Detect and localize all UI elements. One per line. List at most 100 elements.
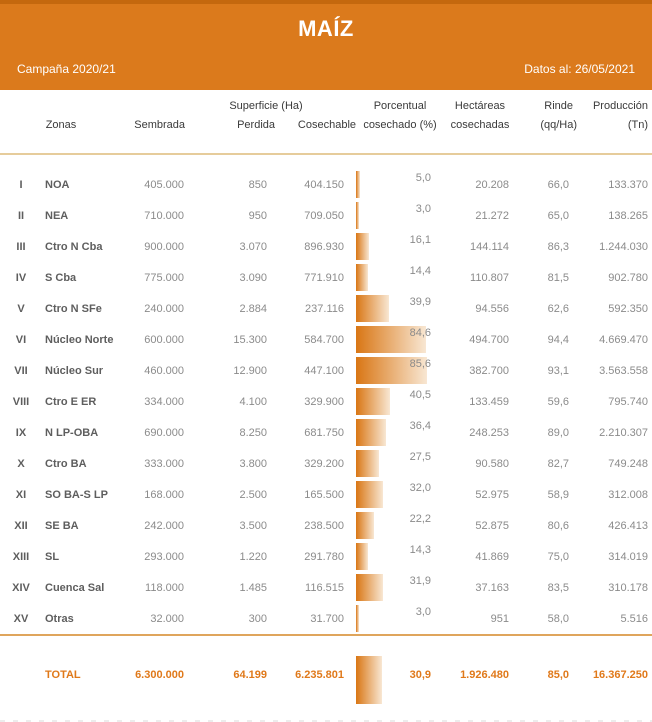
zone-numeral: X — [17, 457, 25, 470]
zone-numeral: VIII — [12, 395, 30, 408]
cosechable-value: 681.750 — [304, 426, 344, 439]
table-row: IX N LP-OBA 690.000 8.250 681.750 36,4 2… — [0, 417, 652, 448]
cosechable-value: 291.780 — [304, 550, 344, 563]
perdida-value: 2.500 — [239, 488, 267, 501]
produccion-value: 426.413 — [608, 519, 648, 532]
rinde-value: 59,6 — [547, 395, 569, 408]
percent-cell: 22,2 — [348, 510, 435, 541]
zone-name: Ctro E ER — [45, 395, 97, 408]
col-header-produccion-line1: Producción — [592, 100, 648, 112]
sembrada-value: 775.000 — [144, 271, 184, 284]
produccion-value: 795.740 — [608, 395, 648, 408]
percent-value: 22,2 — [409, 513, 431, 525]
sembrada-value: 293.000 — [144, 550, 184, 563]
table-rows: I NOA 405.000 850 404.150 5,0 20.208 66,… — [0, 155, 652, 634]
zone-name: Núcleo Sur — [45, 364, 104, 377]
perdida-value: 950 — [248, 209, 267, 222]
percent-bar — [356, 605, 359, 632]
hectareas-cosechadas-value: 90.580 — [475, 457, 509, 470]
rinde-value: 81,5 — [547, 271, 569, 284]
produccion-value: 592.350 — [608, 302, 648, 315]
table-header: Superficie (Ha) Porcentual Hectáreas Rin… — [0, 90, 652, 153]
total-sembrada-value: 6.300.000 — [135, 668, 184, 681]
col-header-porcentual-line1: Porcentual — [373, 100, 427, 112]
produccion-value: 312.008 — [608, 488, 648, 501]
total-hectareas-value: 1.926.480 — [460, 668, 509, 681]
hectareas-cosechadas-value: 110.807 — [470, 271, 509, 284]
zone-name: Ctro N Cba — [45, 240, 103, 253]
rinde-value: 66,0 — [547, 178, 569, 191]
sembrada-value: 242.000 — [144, 519, 184, 532]
table-row: XV Otras 32.000 300 31.700 3,0 951 58,0 … — [0, 603, 652, 634]
sembrada-value: 600.000 — [144, 333, 184, 346]
total-rinde-value: 85,0 — [547, 668, 569, 681]
percent-bar — [356, 388, 390, 415]
produccion-value: 3.563.558 — [599, 364, 648, 377]
cosechable-value: 237.116 — [305, 302, 344, 315]
col-header-porcentual-line2: cosechado (%) — [363, 119, 437, 131]
cosechable-value: 709.050 — [304, 209, 344, 222]
sembrada-value: 240.000 — [144, 302, 184, 315]
table-row: VIII Ctro E ER 334.000 4.100 329.900 40,… — [0, 386, 652, 417]
rinde-value: 89,0 — [547, 426, 569, 439]
percent-bar — [356, 326, 427, 353]
zone-name: NEA — [45, 209, 69, 222]
percent-value: 14,4 — [409, 265, 431, 277]
total-row: TOTAL 6.300.000 64.199 6.235.801 30,9 1.… — [0, 636, 652, 713]
total-cosechable-value: 6.235.801 — [295, 668, 344, 681]
total-perdida-value: 64.199 — [233, 668, 267, 681]
zone-numeral: XV — [13, 612, 29, 625]
sembrada-value: 710.000 — [144, 209, 184, 222]
percent-value: 3,0 — [415, 606, 431, 618]
perdida-value: 3.090 — [239, 271, 267, 284]
hectareas-cosechadas-value: 20.208 — [475, 178, 509, 191]
percent-bar — [356, 357, 427, 384]
perdida-value: 2.884 — [239, 302, 267, 315]
rinde-value: 93,1 — [547, 364, 569, 377]
zone-numeral: IV — [15, 271, 27, 284]
banner-subheader: Campaña 2020/21 Datos al: 26/05/2021 — [0, 62, 652, 76]
col-header-zonas: Zonas — [45, 119, 77, 131]
zone-numeral: XIII — [12, 550, 30, 563]
report-banner: MAÍZ Campaña 2020/21 Datos al: 26/05/202… — [0, 0, 652, 90]
sembrada-value: 690.000 — [144, 426, 184, 439]
percent-bar — [356, 295, 390, 322]
percent-cell: 36,4 — [348, 417, 435, 448]
zone-name: S Cba — [45, 271, 77, 284]
total-percent-value: 30,9 — [409, 668, 431, 681]
zone-numeral: VII — [14, 364, 28, 377]
hectareas-cosechadas-value: 248.253 — [469, 426, 509, 439]
percent-cell: 31,9 — [348, 572, 435, 603]
col-group-superficie: Superficie (Ha) — [229, 100, 303, 112]
hectareas-cosechadas-value: 951 — [490, 612, 509, 625]
percent-bar — [356, 543, 368, 570]
zone-name: SL — [45, 550, 60, 563]
percent-cell: 85,6 — [348, 355, 435, 386]
percent-cell: 27,5 — [348, 448, 435, 479]
perdida-value: 3.070 — [239, 240, 267, 253]
cosechable-value: 771.910 — [304, 271, 344, 284]
rinde-value: 80,6 — [547, 519, 569, 532]
sembrada-value: 405.000 — [144, 178, 184, 191]
zone-name: Ctro N SFe — [45, 302, 102, 315]
perdida-value: 3.500 — [239, 519, 267, 532]
hectareas-cosechadas-value: 94.556 — [475, 302, 509, 315]
percent-value: 39,9 — [409, 296, 431, 308]
cosechable-value: 447.100 — [304, 364, 344, 377]
table-row: X Ctro BA 333.000 3.800 329.200 27,5 90.… — [0, 448, 652, 479]
percent-cell: 3,0 — [348, 200, 435, 231]
campaign-label: Campaña 2020/21 — [17, 62, 116, 76]
col-header-cosechable: Cosechable — [297, 119, 356, 131]
hectareas-cosechadas-value: 52.975 — [475, 488, 509, 501]
percent-bar — [356, 574, 383, 601]
cosechable-value: 238.500 — [304, 519, 344, 532]
perdida-value: 12.900 — [233, 364, 267, 377]
rinde-value: 65,0 — [547, 209, 569, 222]
hectareas-cosechadas-value: 52.875 — [475, 519, 509, 532]
percent-value: 14,3 — [409, 544, 431, 556]
percent-bar — [356, 450, 379, 477]
cosechable-value: 404.150 — [304, 178, 344, 191]
total-percent-cell: 30,9 — [348, 636, 435, 713]
table-row: III Ctro N Cba 900.000 3.070 896.930 16,… — [0, 231, 652, 262]
cosechable-value: 584.700 — [304, 333, 344, 346]
